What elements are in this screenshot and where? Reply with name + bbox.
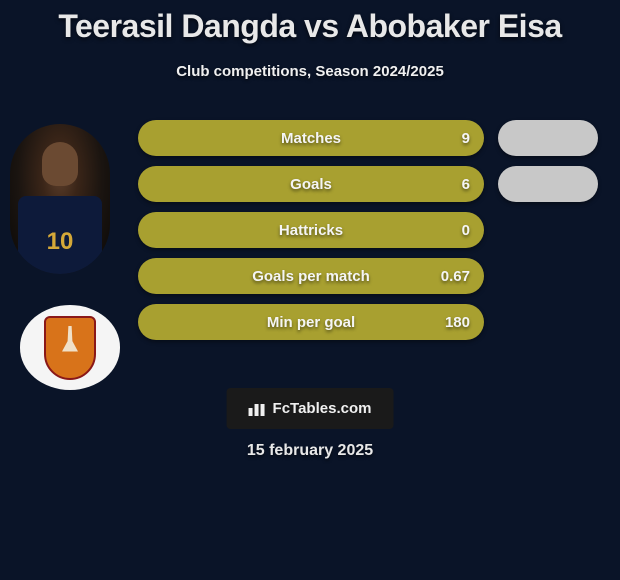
stat-value-player1: 9 bbox=[462, 130, 470, 147]
player1-jersey bbox=[18, 196, 102, 274]
stat-label: Matches bbox=[281, 130, 341, 147]
stat-label: Goals per match bbox=[252, 268, 370, 285]
branding-badge: FcTables.com bbox=[227, 388, 394, 429]
stat-value-player1: 0 bbox=[462, 222, 470, 239]
stat-label: Min per goal bbox=[267, 314, 355, 331]
stat-value-player1: 0.67 bbox=[441, 268, 470, 285]
stat-row-min-per-goal: Min per goal 180 bbox=[138, 304, 484, 340]
player1-avatar bbox=[10, 124, 110, 274]
stat-pill-player2-matches bbox=[498, 120, 598, 156]
stat-value-player1: 180 bbox=[445, 314, 470, 331]
date-text: 15 february 2025 bbox=[247, 442, 373, 460]
stat-pill-player2-goals bbox=[498, 166, 598, 202]
page-title: Teerasil Dangda vs Abobaker Eisa bbox=[0, 0, 620, 45]
stat-row-hattricks: Hattricks 0 bbox=[138, 212, 484, 248]
player1-club-badge bbox=[20, 305, 120, 390]
subtitle: Club competitions, Season 2024/2025 bbox=[0, 63, 620, 80]
stat-label: Hattricks bbox=[279, 222, 343, 239]
stats-area: Matches 9 Goals 6 Hattricks 0 Goals per … bbox=[138, 120, 484, 350]
stat-row-goals: Goals 6 bbox=[138, 166, 484, 202]
bar-chart-icon bbox=[249, 402, 267, 416]
stat-row-goals-per-match: Goals per match 0.67 bbox=[138, 258, 484, 294]
stat-value-player1: 6 bbox=[462, 176, 470, 193]
stat-label: Goals bbox=[290, 176, 332, 193]
branding-text: FcTables.com bbox=[273, 400, 372, 417]
club-shield-icon bbox=[44, 316, 96, 380]
stat-row-matches: Matches 9 bbox=[138, 120, 484, 156]
comparison-card: Teerasil Dangda vs Abobaker Eisa Club co… bbox=[0, 0, 620, 580]
